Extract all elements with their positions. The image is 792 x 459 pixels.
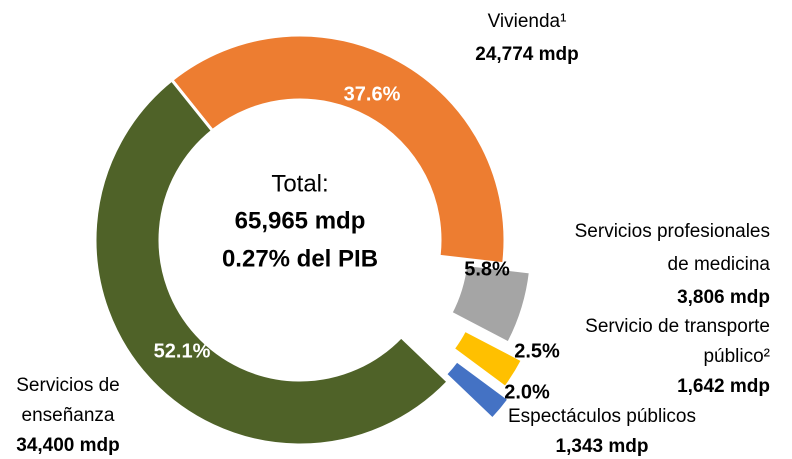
amount-label: 24,774 mdp xyxy=(475,44,579,65)
category-label: Servicio de transporte xyxy=(585,316,770,337)
value-label: 52.1% xyxy=(154,340,211,362)
center-total: 65,965 mdp xyxy=(235,207,366,234)
amount-label: 1,343 mdp xyxy=(556,436,649,457)
value-label: 5.8% xyxy=(464,258,510,280)
slice xyxy=(448,262,533,346)
value-label: 2.5% xyxy=(514,340,560,362)
category-label: de medicina xyxy=(668,254,771,275)
category-label: Servicios profesionales xyxy=(575,221,770,242)
slice xyxy=(443,358,512,422)
center-title: Total: xyxy=(271,170,328,197)
slice xyxy=(93,77,451,447)
amount-label: 34,400 mdp xyxy=(16,435,120,456)
slice xyxy=(169,33,507,266)
value-label: 37.6% xyxy=(344,83,401,105)
value-label: 2.0% xyxy=(504,381,550,403)
amount-label: 1,642 mdp xyxy=(677,376,770,397)
center-pib: 0.27% del PIB xyxy=(222,245,378,272)
category-label: público² xyxy=(703,346,770,367)
category-label: Vivienda¹ xyxy=(488,11,567,32)
slice xyxy=(451,328,525,390)
category-label: Servicios de xyxy=(16,375,120,396)
category-label: Espectáculos públicos xyxy=(508,406,696,427)
amount-label: 3,806 mdp xyxy=(677,287,770,308)
category-label: enseñanza xyxy=(22,405,115,426)
